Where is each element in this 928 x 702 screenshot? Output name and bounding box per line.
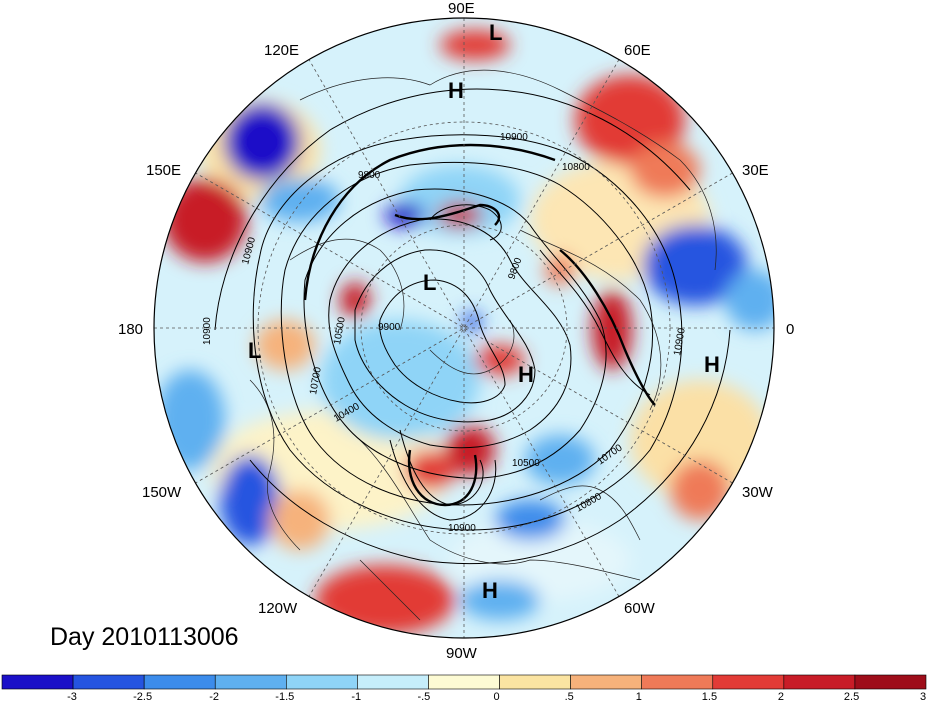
longitude-label-90w: 90W (446, 645, 478, 662)
colorbar-tick-label: -3 (67, 691, 77, 702)
colorbar-swatch (214, 674, 287, 690)
graticule (154, 18, 774, 638)
contour-label: 10900 (448, 523, 476, 534)
longitude-label-120e: 120E (264, 42, 299, 59)
colorbar-tick-label: 0 (494, 691, 500, 702)
colorbar-tick-label: -2.5 (133, 691, 152, 702)
day-label: Day 2010113006 (50, 623, 239, 651)
longitude-label-180: 180 (118, 321, 143, 338)
longitude-label-150e: 150E (146, 162, 181, 179)
contour-label: 10900 (202, 317, 213, 345)
contour-label: 10800 (562, 162, 590, 173)
high-center-label: H (518, 362, 534, 387)
longitude-label-0: 0 (786, 321, 794, 338)
colorbar-swatch (570, 674, 642, 690)
contour-label: 9800 (358, 170, 381, 181)
colorbar-swatch (783, 674, 856, 690)
colorbar-swatch (143, 674, 216, 690)
colorbar-tick-label: -1.5 (275, 691, 294, 702)
longitude-label-60w: 60W (624, 600, 656, 617)
contour-label: 10900 (500, 132, 528, 143)
colorbar-swatch (712, 674, 785, 690)
longitude-label-150w: 150W (142, 484, 182, 501)
colorbar-tick-label: 2.5 (844, 691, 859, 702)
colorbar-swatch (854, 674, 927, 690)
colorbar-swatch (72, 674, 145, 690)
colorbar-tick-label: 2 (778, 691, 784, 702)
high-center-label: H (482, 578, 498, 603)
low-center-label: L (489, 20, 502, 45)
low-center-label: L (248, 338, 261, 363)
longitude-label-120w: 120W (258, 600, 298, 617)
contour-label: 9900 (378, 322, 401, 333)
longitude-label-90e: 90E (448, 0, 475, 17)
contour-label: 10500 (332, 316, 348, 346)
colorbar: -3 -2.5 -2 -1.5 -1 -.5 0 .5 1 1.5 2 2.5 3 (1, 674, 927, 702)
high-center-label: H (448, 78, 464, 103)
colorbar-swatch (428, 674, 500, 690)
longitude-label-30e: 30E (742, 162, 769, 179)
colorbar-swatch (286, 674, 358, 690)
colorbar-tick-label: -2 (209, 691, 219, 702)
colorbar-tick-label: 3 (920, 691, 926, 702)
jet-core-contours (303, 143, 656, 507)
pressure-centers: L H L L H H H (248, 20, 720, 603)
map-frame (153, 17, 775, 639)
colorbar-tick-label: 1 (636, 691, 642, 702)
high-center-label: H (704, 352, 720, 377)
low-center-label: L (423, 270, 436, 295)
longitude-label-30w: 30W (742, 484, 774, 501)
colorbar-swatch (641, 674, 714, 690)
colorbar-tick-label: 1.5 (702, 691, 717, 702)
colorbar-swatch (357, 674, 429, 690)
contour-label: 10700 (308, 366, 324, 396)
contour-label: 10900 (672, 327, 688, 357)
longitude-label-60e: 60E (624, 42, 651, 59)
colorbar-tick-label: -.5 (417, 691, 430, 702)
colorbar-tick-label: .5 (565, 691, 574, 702)
contour-label: 10500 (512, 458, 540, 469)
colorbar-swatch (1, 674, 74, 690)
colorbar-tick-label: -1 (351, 691, 361, 702)
colorbar-swatch (499, 674, 571, 690)
longitude-labels: 90E 60E 30E 0 30W 60W 90W 120W 150W 180 … (118, 0, 794, 662)
